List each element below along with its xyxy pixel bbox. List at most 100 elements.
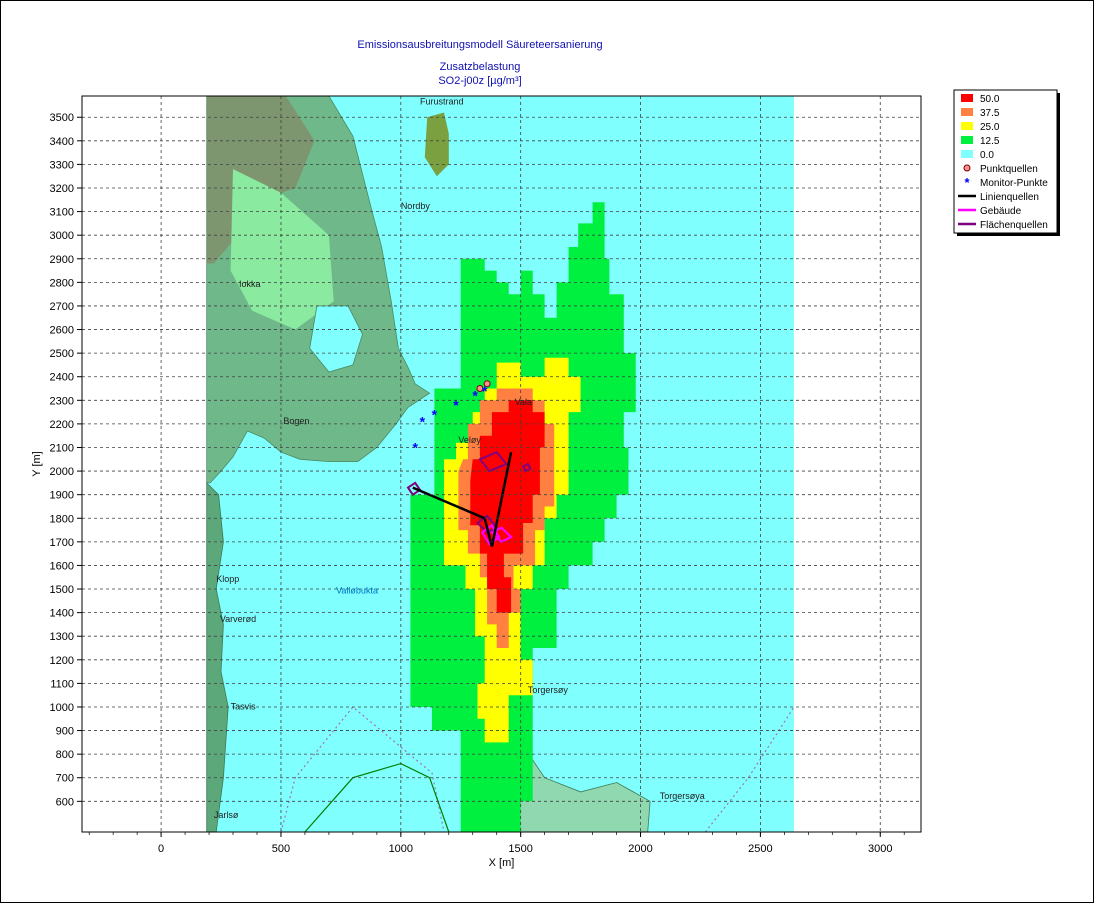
area-source-1	[478, 450, 508, 473]
monitor-point-5: *	[482, 383, 488, 399]
y-tick-label: 1100	[50, 678, 74, 690]
legend-label: Monitor-Punkte	[980, 178, 1048, 189]
map-label: Nordby	[401, 201, 431, 211]
legend-swatch-4	[961, 150, 973, 158]
plot-border	[81, 95, 922, 833]
forest-area	[424, 112, 449, 177]
legend-swatch-1	[961, 108, 973, 116]
x-tick-label: 3000	[868, 843, 892, 855]
map-label: Torgersøy	[528, 685, 569, 695]
monitor-point-1: *	[420, 414, 426, 430]
x-tick-label: 0	[158, 843, 164, 855]
x-tick-label: 1000	[389, 843, 413, 855]
y-tick-label: 3200	[50, 183, 74, 195]
map-label-layer: Furustrand Nordby Iokka Bogen Vala Veløy Klopp…	[214, 96, 705, 820]
map-label: Klopp	[216, 574, 239, 584]
y-tick-label: 2900	[50, 254, 74, 266]
y-tick-label: 3400	[50, 136, 74, 148]
point-source-icon	[963, 164, 971, 172]
axes-layer: 0 500 1000 1500 2000 2500 3000 600 700 800 900 1000…	[31, 95, 922, 869]
y-tick-label: 1400	[50, 608, 74, 620]
y-tick-label: 1600	[50, 560, 74, 572]
map-label: Furustrand	[420, 96, 464, 106]
concentration-layer	[410, 202, 636, 832]
line-source-0	[412, 486, 486, 520]
legend-swatch-3	[961, 136, 973, 144]
legend-label: Gebäude	[980, 206, 1022, 217]
map-label: Torgersøya	[660, 791, 705, 801]
legend-label: 37.5	[980, 108, 1000, 119]
monitor-point-4: *	[472, 388, 478, 404]
map-label: Iokka	[239, 279, 261, 289]
legend-label: Punktquellen	[980, 164, 1038, 175]
asterisk-icon: *	[964, 175, 970, 190]
monitor-point-3: *	[453, 397, 459, 413]
x-tick-label: 2500	[748, 843, 772, 855]
land-mass-southwest	[206, 481, 229, 832]
monitor-point-2: *	[432, 406, 438, 422]
concentration-area-50	[470, 400, 545, 613]
y-tick-label: 900	[56, 726, 74, 738]
x-axis-label: X [m]	[489, 857, 515, 869]
monitor-point-0: *	[412, 439, 418, 455]
legend-label: 12.5	[980, 136, 1000, 147]
map-label: Tasvis	[231, 701, 257, 711]
x-tick-label: 2000	[628, 843, 652, 855]
boundary-line-1	[280, 706, 445, 832]
area-source-2	[521, 462, 532, 473]
y-tick-label: 2400	[50, 372, 74, 384]
y-tick-label: 1300	[50, 631, 74, 643]
legend-swatch-0	[961, 94, 973, 102]
building-1	[490, 526, 513, 544]
y-tick-label: 2000	[50, 466, 74, 478]
point-source-0	[476, 385, 484, 393]
map-label: Valløbukta	[336, 586, 378, 596]
legend-label: Linienquellen	[980, 192, 1039, 203]
map-label: Veløy	[458, 435, 481, 445]
legend-label: 50.0	[980, 94, 1000, 105]
line-source-2	[490, 451, 513, 547]
legend: 50.0 37.5 25.0 12.5 0.0 Punktquellen * Monitor-…	[953, 89, 1060, 236]
source-layer: ** *** *	[406, 380, 532, 547]
y-tick-label: 1200	[50, 655, 74, 667]
chart-subtitle-2: SO2-j00z [µg/m³]	[438, 75, 522, 87]
y-axis-label: Y [m]	[31, 451, 43, 476]
legend-label: Flächenquellen	[980, 220, 1048, 231]
y-tick-label: 2300	[50, 395, 74, 407]
x-tick-label: 500	[272, 843, 290, 855]
legend-label: 25.0	[980, 122, 1000, 133]
y-tick-label: 1900	[50, 490, 74, 502]
y-tick-label: 1700	[50, 537, 74, 549]
park-area	[230, 169, 334, 330]
y-tick-label: 600	[56, 796, 74, 808]
x-tick-label: 1500	[508, 843, 532, 855]
y-tick-label: 3000	[50, 230, 74, 242]
grid-layer	[82, 96, 921, 832]
y-tick-label: 1500	[50, 584, 74, 596]
y-tick-label: 800	[56, 749, 74, 761]
y-tick-label: 1800	[50, 513, 74, 525]
map-label: Jarlsø	[214, 810, 239, 820]
legend-swatch-2	[961, 122, 973, 130]
y-tick-label: 3300	[50, 159, 74, 171]
map-label: Bogen	[283, 416, 309, 426]
y-tick-label: 2600	[50, 325, 74, 337]
y-tick-label: 1000	[50, 702, 74, 714]
y-tick-label: 2700	[50, 301, 74, 313]
building-0	[480, 523, 501, 546]
y-tick-label: 2800	[50, 277, 74, 289]
y-tick-label: 3500	[50, 112, 74, 124]
map-label: Varverød	[220, 614, 256, 624]
y-tick-label: 2500	[50, 348, 74, 360]
point-source-1	[483, 380, 491, 388]
chart-title: Emissionsausbreitungsmodell Säureteersan…	[357, 39, 603, 51]
y-tick-label: 3100	[50, 207, 74, 219]
y-tick-label: 2200	[50, 419, 74, 431]
legend-label: 0.0	[980, 150, 994, 161]
y-tick-label: 700	[56, 773, 74, 785]
map-label: Vala	[515, 397, 532, 407]
y-tick-label: 2100	[50, 442, 74, 454]
chart-subtitle-1: Zusatzbelastung	[439, 61, 521, 73]
